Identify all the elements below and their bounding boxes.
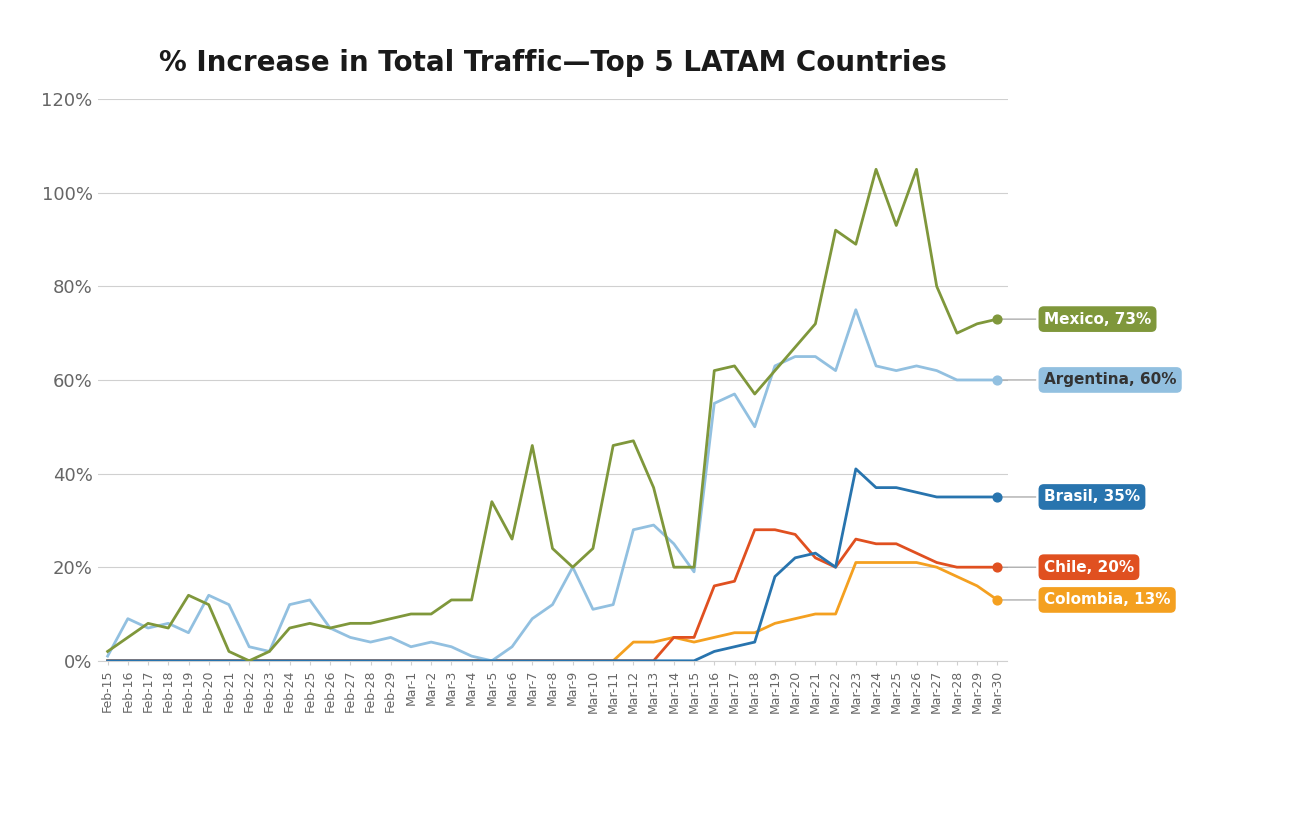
Text: Chile, 20%: Chile, 20% (1000, 560, 1134, 575)
Text: Colombia, 13%: Colombia, 13% (1000, 592, 1170, 607)
Legend: Mexico, Argentina, Colombia, Brasil, Chile: Mexico, Argentina, Colombia, Brasil, Chi… (205, 824, 900, 826)
Point (987, 593, 1008, 606)
Title: % Increase in Total Traffic—Top 5 LATAM Countries: % Increase in Total Traffic—Top 5 LATAM … (159, 50, 946, 77)
Point (987, 491, 1008, 504)
Point (987, 312, 1008, 325)
Text: Brasil, 35%: Brasil, 35% (1000, 490, 1140, 505)
Text: Mexico, 73%: Mexico, 73% (1000, 311, 1152, 326)
Point (987, 561, 1008, 574)
Point (987, 373, 1008, 387)
Text: Argentina, 60%: Argentina, 60% (1000, 373, 1176, 387)
